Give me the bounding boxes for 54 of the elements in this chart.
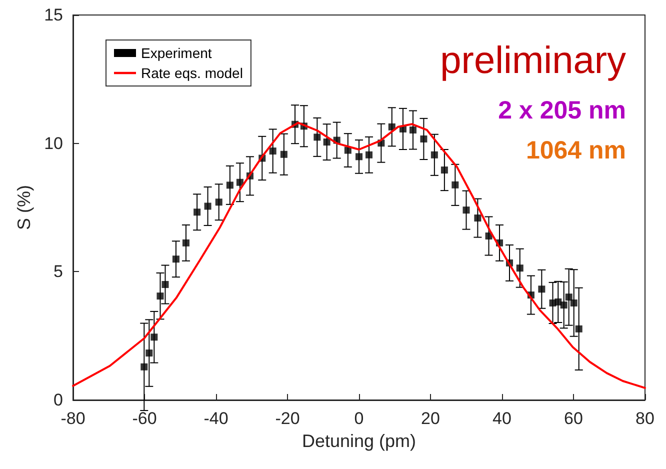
annotation: 2 x 205 nm bbox=[498, 96, 626, 124]
point bbox=[323, 138, 330, 146]
x-axis-title: Detuning (pm) bbox=[302, 431, 416, 451]
y-tick-label: 5 bbox=[54, 262, 63, 282]
point bbox=[172, 256, 180, 263]
x-tick-label: 80 bbox=[636, 409, 654, 428]
point bbox=[344, 146, 352, 154]
point bbox=[452, 181, 459, 188]
point bbox=[146, 350, 153, 357]
point bbox=[226, 182, 234, 189]
point bbox=[156, 292, 164, 300]
x-tick-label: -80 bbox=[60, 409, 86, 428]
point bbox=[204, 202, 212, 210]
point bbox=[194, 208, 201, 216]
point bbox=[565, 294, 572, 301]
x-tick-label: 40 bbox=[492, 409, 512, 428]
annotation: 1064 nm bbox=[526, 136, 626, 164]
point bbox=[182, 239, 190, 246]
point bbox=[366, 151, 373, 158]
legend-label: Experiment bbox=[141, 45, 212, 61]
x-tick-label: -60 bbox=[132, 409, 157, 428]
y-axis-title: S (%) bbox=[14, 185, 34, 230]
point bbox=[140, 363, 148, 370]
point bbox=[314, 134, 321, 141]
annotation: preliminary bbox=[440, 40, 626, 82]
point bbox=[409, 126, 416, 134]
x-tick-label: -40 bbox=[204, 409, 228, 428]
point bbox=[280, 150, 288, 158]
point bbox=[560, 302, 568, 309]
point bbox=[575, 325, 582, 332]
x-tick-label: 60 bbox=[564, 409, 583, 428]
point bbox=[538, 286, 546, 293]
point bbox=[554, 298, 562, 306]
point bbox=[430, 151, 438, 158]
line-series bbox=[72, 122, 646, 389]
x-tick-label: -20 bbox=[275, 409, 300, 428]
y-tick-label: 10 bbox=[44, 134, 63, 153]
point bbox=[462, 206, 470, 214]
point bbox=[440, 166, 448, 174]
point bbox=[215, 198, 222, 206]
point bbox=[474, 214, 482, 222]
x-tick-label: 20 bbox=[421, 409, 440, 428]
point bbox=[150, 334, 158, 341]
point bbox=[356, 153, 362, 160]
point bbox=[236, 178, 244, 186]
x-tick-label: 0 bbox=[354, 409, 364, 428]
point bbox=[162, 281, 169, 288]
point bbox=[269, 148, 276, 155]
point bbox=[420, 135, 428, 142]
legend-label: Rate eqs. model bbox=[141, 65, 243, 81]
y-tick-label: 0 bbox=[54, 390, 63, 410]
y-tick-label: 15 bbox=[44, 6, 63, 24]
point bbox=[516, 264, 524, 272]
point bbox=[570, 299, 578, 306]
